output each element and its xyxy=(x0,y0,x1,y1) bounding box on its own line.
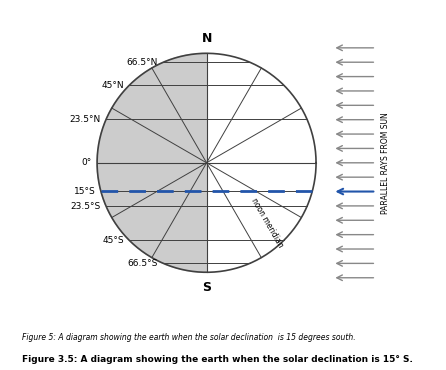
Text: S: S xyxy=(202,281,211,294)
Polygon shape xyxy=(97,53,206,272)
Text: 66.5°N: 66.5°N xyxy=(126,58,157,67)
Text: 23.5°N: 23.5°N xyxy=(70,115,101,124)
Text: 0°: 0° xyxy=(81,158,91,167)
Text: Figure 5: A diagram showing the earth when the solar declination  is 15 degrees : Figure 5: A diagram showing the earth wh… xyxy=(22,333,356,342)
Text: noon meridian: noon meridian xyxy=(249,197,285,249)
Text: 45°S: 45°S xyxy=(102,236,124,245)
Text: PARALLEL RAYS FROM SUN: PARALLEL RAYS FROM SUN xyxy=(380,112,389,214)
Text: Figure 3.5: A diagram showing the earth when the solar declination is 15° S.: Figure 3.5: A diagram showing the earth … xyxy=(22,355,413,364)
Text: N: N xyxy=(202,31,212,44)
Text: 15°S: 15°S xyxy=(74,186,95,196)
Text: 23.5°S: 23.5°S xyxy=(70,202,101,211)
Text: 66.5°S: 66.5°S xyxy=(127,259,157,268)
Text: 45°N: 45°N xyxy=(101,81,124,90)
